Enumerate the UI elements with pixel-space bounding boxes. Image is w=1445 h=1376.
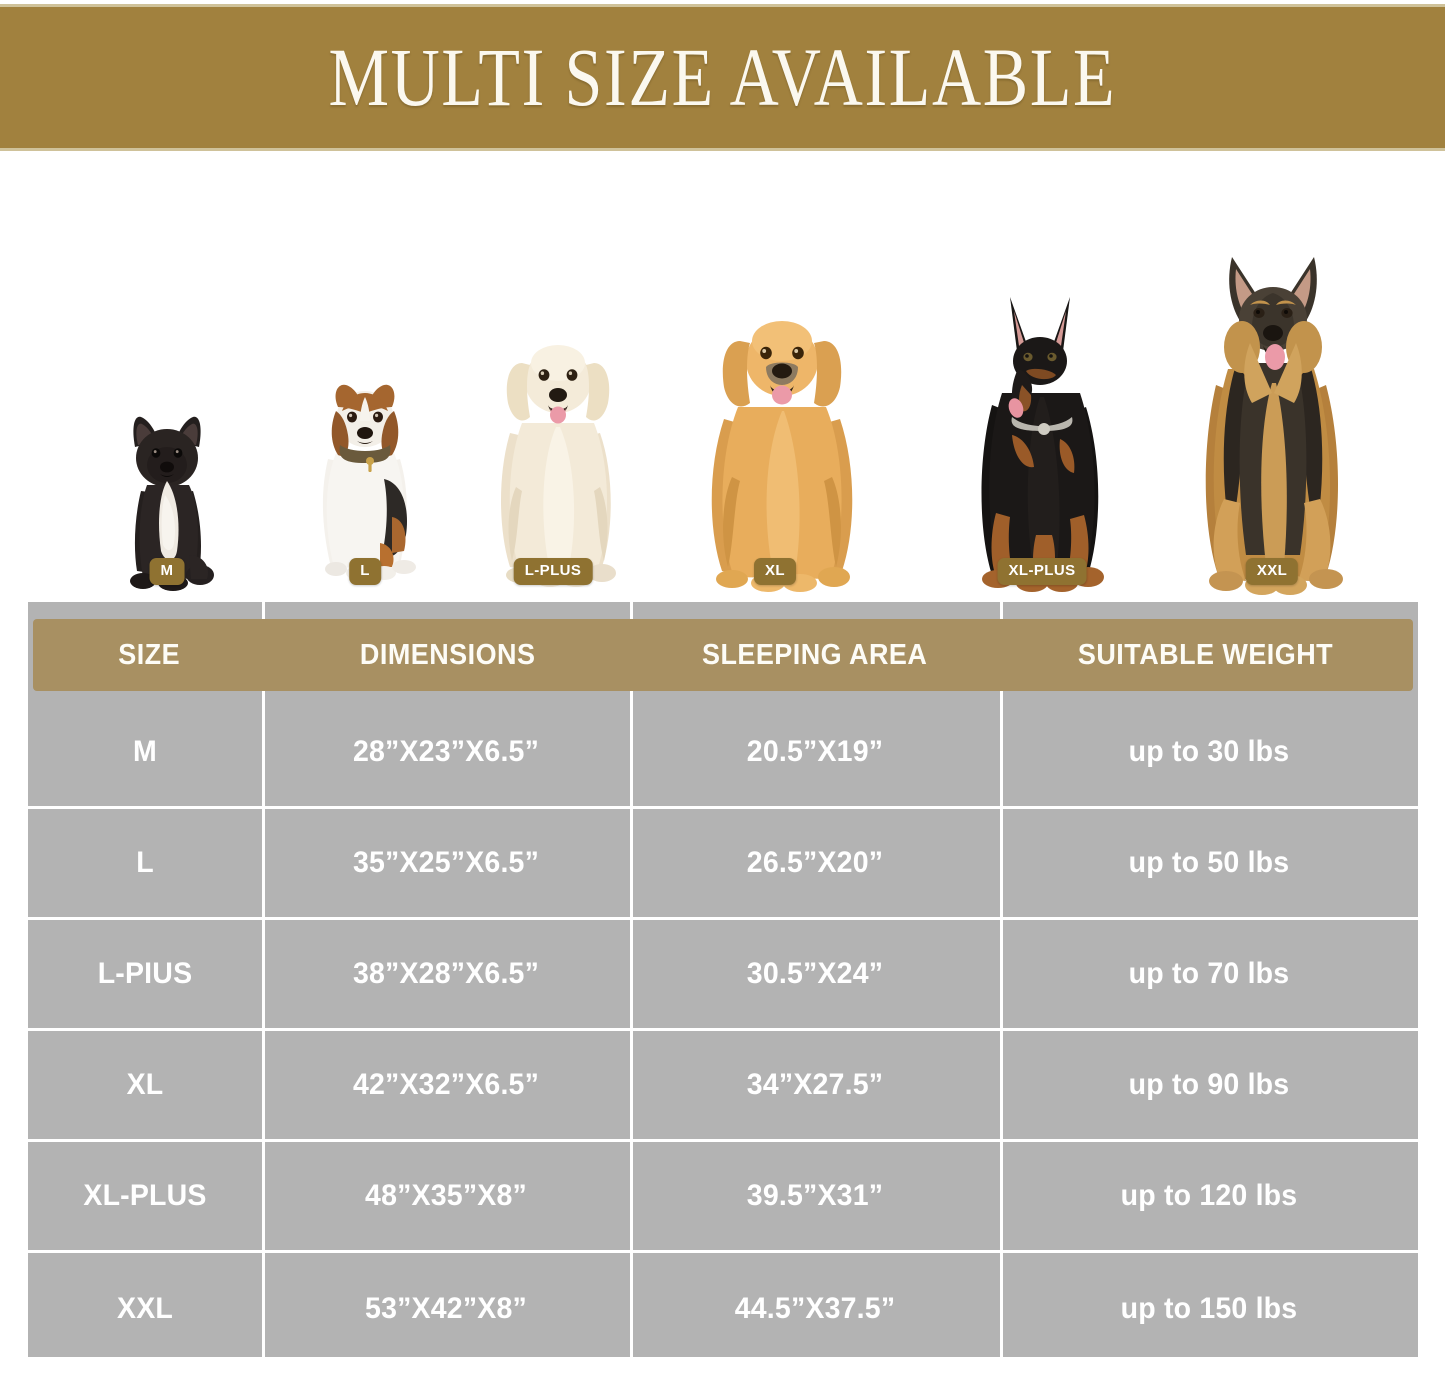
column-divider-2	[630, 602, 633, 1357]
table-row: XXL 53”X42”X8” 44.5”X37.5” up to 150 lbs	[28, 1253, 1418, 1364]
cell-dimensions: 35”X25”X6.5”	[352, 846, 540, 879]
column-divider-1	[262, 602, 265, 1357]
size-badge-xxl[interactable]: XXL	[1245, 558, 1299, 585]
cell-sleeping-area: 39.5”X31”	[746, 1179, 884, 1212]
cell-dimensions: 42”X32”X6.5”	[352, 1068, 540, 1101]
header-banner: MULTI SIZE AVAILABLE	[0, 4, 1445, 151]
size-badge-m[interactable]: M	[149, 558, 185, 585]
cell-sleeping-area: 26.5”X20”	[746, 846, 884, 879]
size-badge-l-plus[interactable]: L-PLUS	[513, 558, 593, 585]
cell-size: XL-PLUS	[83, 1179, 207, 1212]
table-body: M 28”X23”X6.5” 20.5”X19” up to 30 lbs L …	[28, 698, 1418, 1364]
cell-suitable-weight: up to 70 lbs	[1128, 957, 1290, 990]
table-row: XL-PLUS 48”X35”X8” 39.5”X31” up to 120 l…	[28, 1142, 1418, 1253]
column-divider-3	[1000, 602, 1003, 1357]
cell-size: L-PIUS	[97, 957, 193, 990]
cell-dimensions: 28”X23”X6.5”	[352, 735, 540, 768]
cell-size: M	[133, 735, 157, 768]
cell-sleeping-area: 30.5”X24”	[746, 957, 884, 990]
table-row: L-PIUS 38”X28”X6.5” 30.5”X24” up to 70 l…	[28, 920, 1418, 1031]
cell-size: L	[136, 846, 154, 879]
table-row: L 35”X25”X6.5” 26.5”X20” up to 50 lbs	[28, 809, 1418, 920]
golden-retriever-cream-icon	[501, 345, 616, 587]
french-bulldog-icon	[130, 416, 214, 591]
dog-size-illustrations	[0, 155, 1445, 595]
size-badge-row: M L L-PLUS XL XL-PLUS XXL	[0, 558, 1445, 592]
dog-figure-l-plus	[476, 323, 640, 595]
size-badge-xl[interactable]: XL	[754, 558, 796, 585]
dog-figure-xl	[692, 299, 872, 595]
cell-size: XXL	[116, 1291, 173, 1325]
table-header-row: SIZE DIMENSIONS SLEEPING AREA SUITABLE W…	[33, 619, 1413, 691]
golden-retriever-icon	[711, 321, 853, 592]
table-row: XL 42”X32”X6.5” 34”X27.5” up to 90 lbs	[28, 1031, 1418, 1142]
dog-figure-xl-plus	[952, 277, 1128, 595]
cell-sleeping-area: 34”X27.5”	[746, 1068, 884, 1101]
cell-suitable-weight: up to 90 lbs	[1128, 1068, 1290, 1101]
column-header-dimensions: DIMENSIONS	[360, 638, 536, 671]
cell-sleeping-area: 44.5”X37.5”	[734, 1291, 896, 1325]
dog-figure-m	[105, 395, 229, 595]
cell-suitable-weight: up to 120 lbs	[1120, 1179, 1298, 1212]
column-header-sleeping-area: SLEEPING AREA	[701, 638, 928, 671]
cell-dimensions: 38”X28”X6.5”	[352, 957, 540, 990]
dog-figure-l	[292, 367, 438, 595]
size-badge-xl-plus[interactable]: XL-PLUS	[997, 558, 1087, 585]
cell-size: XL	[126, 1068, 164, 1101]
column-header-suitable-weight: SUITABLE WEIGHT	[1077, 638, 1334, 671]
cell-dimensions: 48”X35”X8”	[365, 1179, 527, 1212]
german-shepherd-icon	[1205, 257, 1343, 595]
cell-dimensions: 53”X42”X8”	[365, 1291, 527, 1325]
table-row: M 28”X23”X6.5” 20.5”X19” up to 30 lbs	[28, 698, 1418, 809]
column-header-size: SIZE	[118, 638, 181, 671]
cell-sleeping-area: 20.5”X19”	[746, 735, 884, 768]
dog-figure-xxl	[1180, 235, 1366, 595]
page-title: MULTI SIZE AVAILABLE	[328, 31, 1117, 123]
beagle-icon	[322, 384, 416, 580]
cell-suitable-weight: up to 30 lbs	[1128, 735, 1290, 768]
size-table: SIZE DIMENSIONS SLEEPING AREA SUITABLE W…	[28, 602, 1418, 1357]
size-badge-l[interactable]: L	[349, 558, 381, 585]
cell-suitable-weight: up to 150 lbs	[1120, 1291, 1298, 1325]
doberman-icon	[981, 297, 1104, 592]
cell-suitable-weight: up to 50 lbs	[1128, 846, 1290, 879]
